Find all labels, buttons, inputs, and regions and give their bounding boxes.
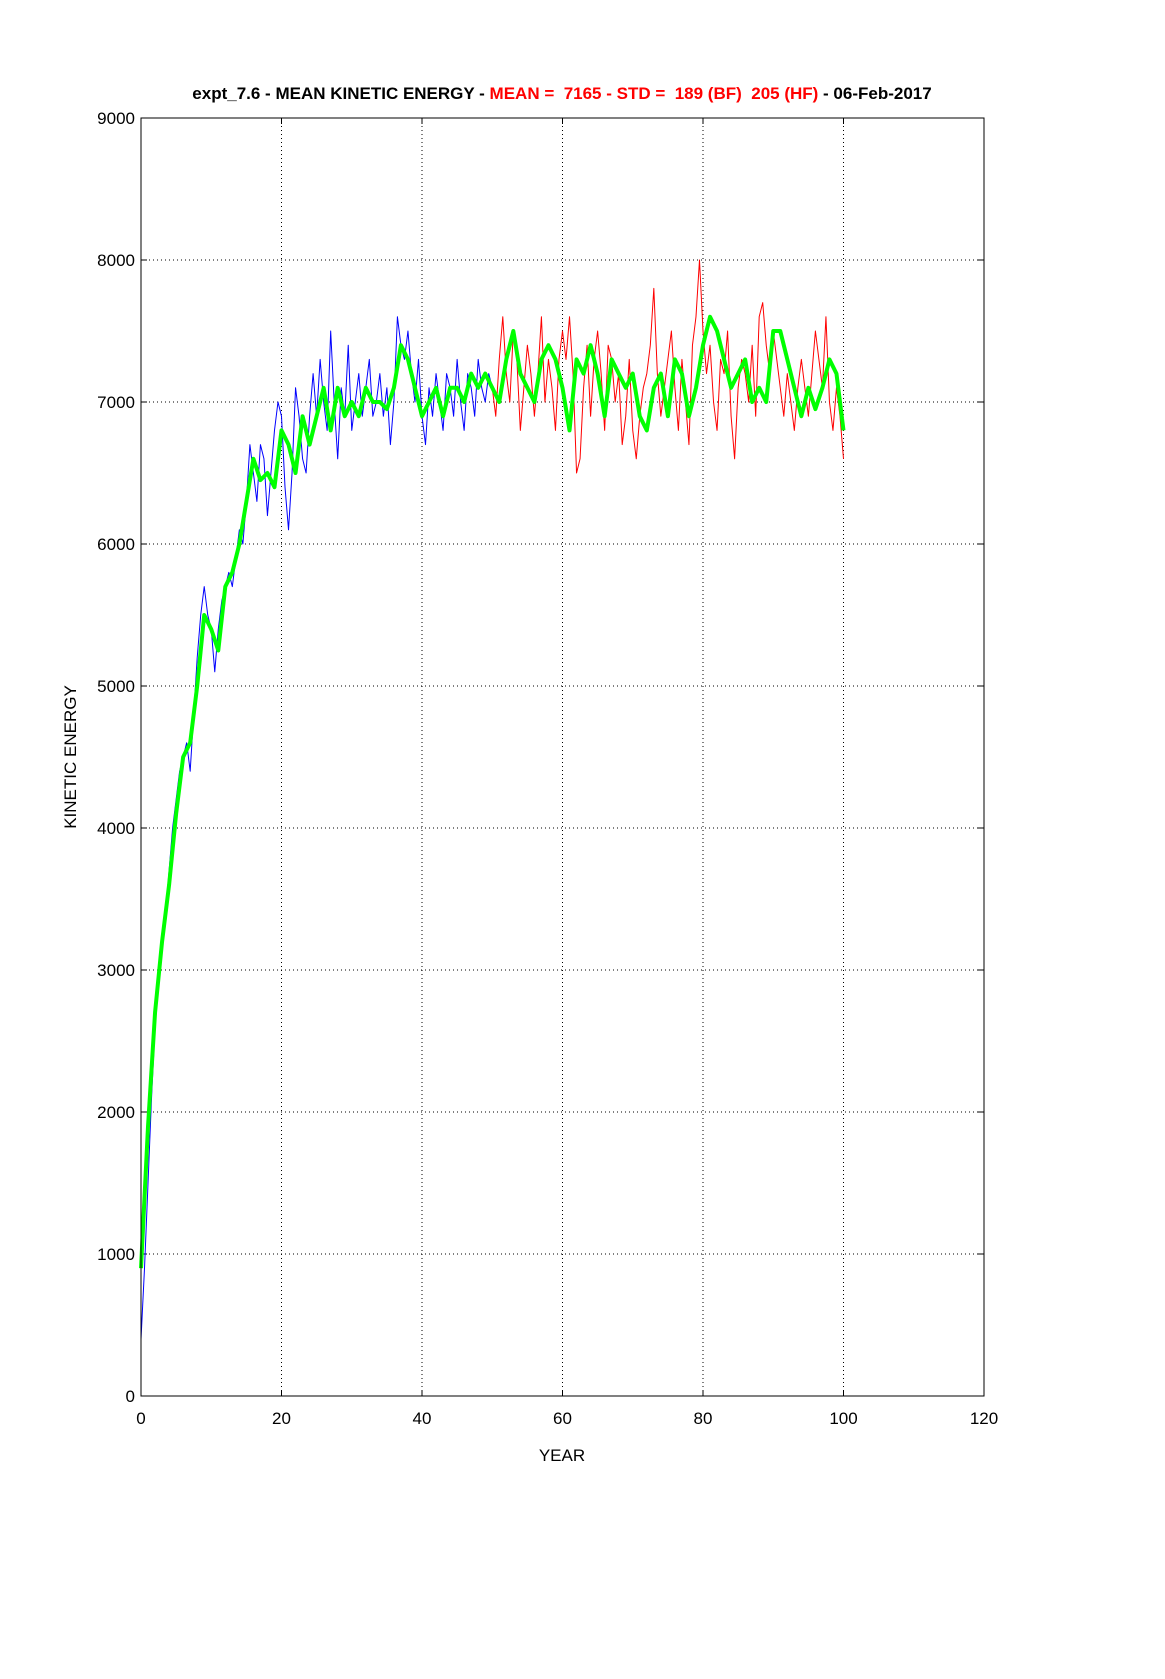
x-tick-label: 80 <box>694 1409 713 1428</box>
y-tick-label: 3000 <box>97 961 135 980</box>
x-tick-label: 60 <box>553 1409 572 1428</box>
data-line <box>491 259 844 474</box>
y-tick-label: 4000 <box>97 819 135 838</box>
chart-title: expt_7.6 - MEAN KINETIC ENERGY - MEAN = … <box>192 84 931 103</box>
y-tick-label: 5000 <box>97 677 135 696</box>
x-axis-label: YEAR <box>539 1446 585 1465</box>
y-tick-label: 0 <box>126 1387 135 1406</box>
plot-frame <box>140 117 985 1397</box>
title-segment: MEAN = 7165 - STD = 189 (BF) 205 (HF) <box>490 84 819 103</box>
data-line <box>139 314 846 1269</box>
x-tick-label: 100 <box>829 1409 857 1428</box>
y-tick-label: 9000 <box>97 109 135 128</box>
x-tick-label: 120 <box>970 1409 998 1428</box>
y-tick-label: 8000 <box>97 251 135 270</box>
y-tick-label: 1000 <box>97 1245 135 1264</box>
x-tick-label: 20 <box>272 1409 291 1428</box>
y-tick-label: 2000 <box>97 1103 135 1122</box>
x-tick-label: 40 <box>413 1409 432 1428</box>
y-axis-label: KINETIC ENERGY <box>61 685 80 829</box>
title-segment: expt_7.6 - MEAN KINETIC ENERGY - <box>192 84 489 103</box>
y-tick-label: 6000 <box>97 535 135 554</box>
y-tick-label: 7000 <box>97 393 135 412</box>
x-tick-label: 0 <box>136 1409 145 1428</box>
title-segment: - 06-Feb-2017 <box>818 84 931 103</box>
